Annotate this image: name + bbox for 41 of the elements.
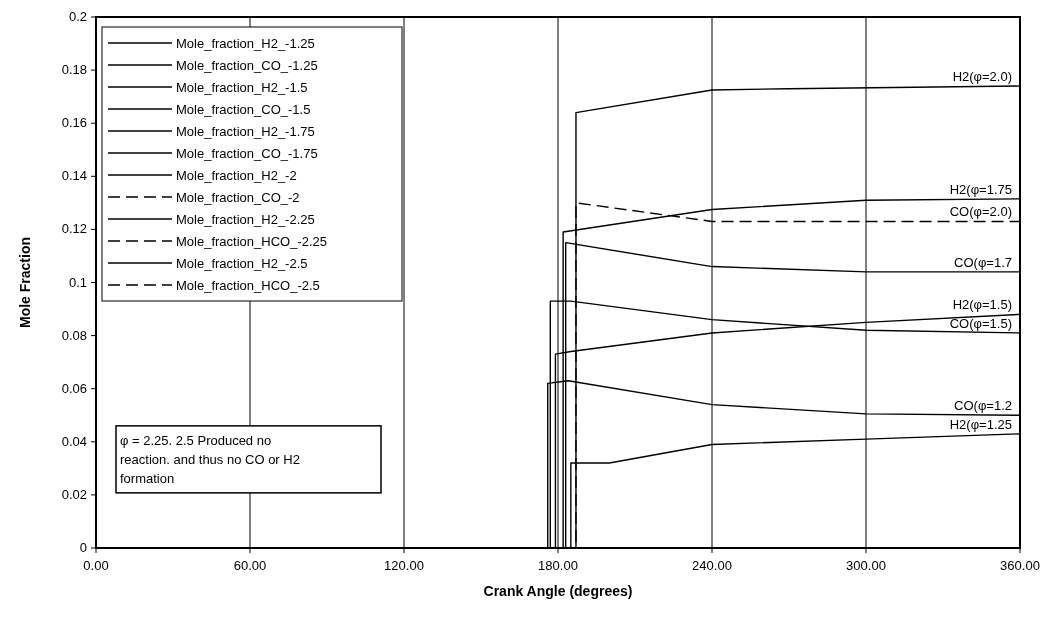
legend-label: Mole_fraction_HCO_-2.5 (176, 278, 320, 293)
y-tick-label: 0.08 (61, 327, 87, 343)
annotation: H2(φ=2.0) (952, 69, 1012, 85)
annotation: H2(φ=1.75 (949, 181, 1012, 197)
x-tick-label: 120.00 (384, 558, 424, 573)
annotation: H2(φ=1.5) (952, 297, 1012, 313)
y-tick-label: 0.2 (68, 9, 87, 24)
y-tick-label: 0 (79, 540, 87, 555)
legend-label: Mole_fraction_CO_-2 (176, 190, 300, 205)
annotation: φ = 2.25. 2.5 Produced no reaction. and thus no CO or H2 formation (120, 432, 300, 486)
annotation: CO(φ=1.7 (954, 254, 1012, 270)
y-tick-label: 0.12 (61, 221, 87, 237)
legend-label: Mole_fraction_H2_-1.25 (176, 36, 315, 51)
y-axis-title: Mole Fraction (17, 236, 33, 329)
x-tick-label: 240.00 (692, 558, 732, 573)
x-tick-label: 60.00 (233, 558, 267, 573)
x-tick-label: 300.00 (846, 558, 886, 573)
legend-label: Mole_fraction_CO_-1.25 (176, 58, 318, 73)
legend-label: Mole_fraction_HCO_-2.25 (176, 234, 328, 249)
legend-label: Mole_fraction_CO_-1.75 (176, 146, 318, 161)
y-tick-label: 0.04 (61, 433, 87, 449)
annotation: CO(φ=1.5) (949, 315, 1012, 331)
y-tick-label: 0.02 (61, 486, 87, 502)
x-tick-label: 180.00 (538, 558, 578, 573)
y-tick-label: 0.16 (61, 115, 87, 131)
legend-label: Mole_fraction_H2_-1.75 (176, 124, 315, 139)
y-tick-label: 0.18 (61, 62, 87, 78)
y-tick-label: 0.14 (61, 168, 87, 184)
legend-label: Mole_fraction_CO_-1.5 (176, 102, 311, 117)
y-tick-label: 0.06 (61, 380, 87, 396)
x-tick-label: 360.00 (1000, 558, 1040, 573)
legend-label: Mole_fraction_H2_-1.5 (176, 80, 308, 95)
x-tick-label: 0.00 (83, 558, 109, 573)
y-tick-label: 0.1 (68, 274, 87, 290)
legend-label: Mole_fraction_H2_-2.5 (176, 256, 308, 271)
annotation: H2(φ=1.25 (949, 416, 1012, 432)
x-axis-title: Crank Angle (degrees) (483, 583, 633, 599)
annotation: CO(φ=1.2 (954, 398, 1012, 414)
annotation: CO(φ=2.0) (949, 204, 1012, 220)
legend-label: Mole_fraction_H2_-2.25 (176, 212, 315, 227)
legend-label: Mole_fraction_H2_-2 (176, 168, 297, 183)
